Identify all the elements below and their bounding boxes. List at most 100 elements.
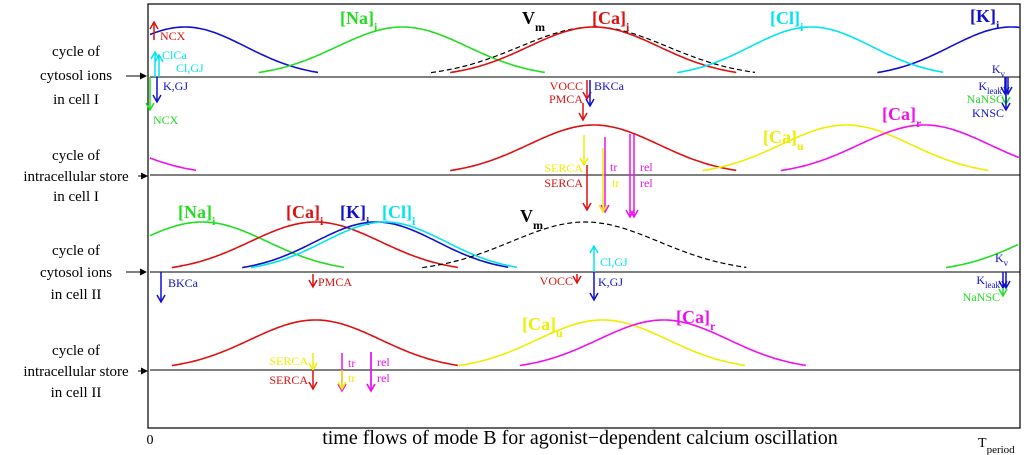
flux-label: VOCC — [550, 79, 583, 93]
p3-curve-label-k: [K]i — [340, 202, 370, 228]
flux-label: rel — [377, 371, 390, 385]
curve-label-sub: i — [212, 214, 216, 228]
row-label-p4: cycle of intracellular store in cell II — [23, 343, 148, 401]
flux-label: rel — [640, 160, 653, 174]
flux-label-main: rel — [640, 160, 653, 174]
flux-label-main: NCX — [153, 113, 179, 127]
axis-end-label-sub: period — [987, 444, 1016, 455]
row-label-line: in cell I — [53, 189, 99, 205]
p4-curve-label-cau: [Ca]u — [522, 314, 563, 340]
p2-curve-cau — [702, 124, 989, 172]
flux-arrow-head — [337, 383, 347, 393]
flux-label-main: NCX — [160, 29, 186, 43]
curve-label-main: V — [522, 8, 535, 28]
curve-label-sub: i — [996, 18, 1000, 32]
flux-label: K,GJ — [163, 79, 188, 93]
flux-label: K,GJ — [598, 275, 623, 289]
curve-label-main: [K] — [970, 6, 996, 26]
flux-arrow-head — [582, 202, 592, 212]
curve-label-sub: i — [374, 20, 378, 34]
curve-label-sub: i — [320, 214, 324, 228]
flux-label-main: K — [992, 62, 1001, 76]
p1-flux-ncx: NCX — [149, 20, 186, 43]
curve-label-sub: i — [412, 214, 416, 228]
flux-arrow-head — [1001, 102, 1011, 112]
p1-curve-k-wrap — [877, 26, 1020, 74]
row-label-line: cycle of — [52, 44, 100, 60]
p3-curve-label-ca: [Ca]i — [286, 202, 324, 228]
flux-label: NaNSC — [963, 290, 1000, 304]
flux-label-main: SERCA — [544, 176, 583, 190]
row-label-line: cycle of — [52, 243, 100, 259]
flux-label-main: K — [995, 251, 1004, 265]
row-label-line: cytosol ions — [40, 265, 112, 281]
flux-arrow-head — [154, 53, 164, 63]
p1-flux-pmca: PMCA — [549, 92, 588, 122]
flux-label: Kleak — [976, 273, 1000, 290]
curve-label-main: [K] — [340, 202, 366, 222]
flux-label: PMCA — [549, 92, 583, 106]
flux-label: Cl,GJ — [176, 61, 204, 75]
flux-label-main: tr — [348, 356, 355, 370]
p3-curve-label-vm: Vm — [520, 206, 543, 232]
flux-label: KNSC — [972, 106, 1004, 120]
p1-flux-clca: ClCa — [150, 48, 187, 77]
flux-arrow-head — [308, 381, 318, 391]
flux-label-main: NaNSC — [967, 92, 1004, 106]
axis-origin-label: 0 — [147, 433, 154, 448]
flux-label-main: rel — [377, 371, 390, 385]
flux-label: NCX — [153, 113, 179, 127]
p3-curve-na-wrap — [945, 243, 1019, 269]
p3-curve-cl — [250, 221, 518, 269]
curve-label-sub: m — [533, 218, 543, 232]
flux-label-main: SERCA — [544, 161, 583, 175]
curve-label-main: [Na] — [178, 202, 212, 222]
p3-curve-vm — [422, 221, 747, 269]
p4-flux-rel: rel — [366, 352, 390, 393]
row-label-line: intracellular store — [23, 364, 129, 380]
flux-label: NaNSC — [967, 92, 1004, 106]
curve-label-sub: i — [800, 20, 804, 34]
flux-arrow-head — [1000, 86, 1010, 96]
curve-label-main: [Ca] — [592, 8, 626, 28]
p2-curve-car-wrap — [149, 157, 197, 172]
flux-arrow-head — [149, 20, 159, 30]
curve-label-main: [Ca] — [763, 127, 797, 147]
flux-label-main: BKCa — [594, 79, 625, 93]
flux-label: ClCa — [162, 48, 187, 62]
flux-label: Kleak — [978, 79, 1002, 96]
curve-layer: [K]i[Na]i Vm [Ca]i [Cl]i[Ca]u[Ca]r[Na]i [Ca]… — [149, 6, 1020, 371]
curve-label-main: [Ca] — [286, 202, 320, 222]
flux-label-main: SERCA — [269, 373, 308, 387]
p3-flux-bkca: BKCa — [156, 272, 199, 304]
flux-label: PMCA — [318, 275, 352, 289]
p2-flux-rel: rel — [625, 134, 653, 219]
p3-flux-clgj: Cl,GJ — [589, 244, 628, 272]
row-label-p2: cycle of intracellular store in cell I — [23, 148, 148, 205]
flux-arrow-head — [625, 209, 635, 219]
row-label-line: in cell II — [51, 385, 102, 401]
flux-label-main: K,GJ — [163, 79, 188, 93]
row-label-p3: cycle of cytosol ions in cell II — [40, 243, 147, 303]
flux-label-sub: v — [1004, 258, 1009, 268]
row-label-line: cytosol ions — [40, 68, 112, 84]
flux-arrow-head — [572, 275, 582, 285]
curve-label-main: [Cl] — [770, 8, 800, 28]
p3-flux-k-leak: Kleak — [976, 272, 1008, 290]
flux-label-main: K,GJ — [598, 275, 623, 289]
flux-label: SERCA — [544, 176, 583, 190]
flux-label: tr — [610, 160, 617, 174]
flux-arrow-head — [366, 383, 376, 393]
p3-curve-ca — [171, 221, 458, 269]
p2-curve-label-cau: [Ca]u — [763, 127, 804, 153]
axis-end-label: Tperiod — [978, 436, 1015, 455]
curve-label-main: [Ca] — [676, 307, 710, 327]
flux-label-main: VOCC — [540, 274, 573, 288]
p3-curve-label-cl: [Cl]i — [382, 202, 416, 228]
flux-label-main: NaNSC — [963, 290, 1000, 304]
curve-label-main: [Cl] — [382, 202, 412, 222]
flux-arrow-head — [156, 294, 166, 304]
p2-flux-rel: rel — [629, 134, 653, 219]
flux-label-main: tr — [612, 176, 619, 190]
axis-caption: time flows of mode B for agonist−depende… — [322, 427, 838, 449]
